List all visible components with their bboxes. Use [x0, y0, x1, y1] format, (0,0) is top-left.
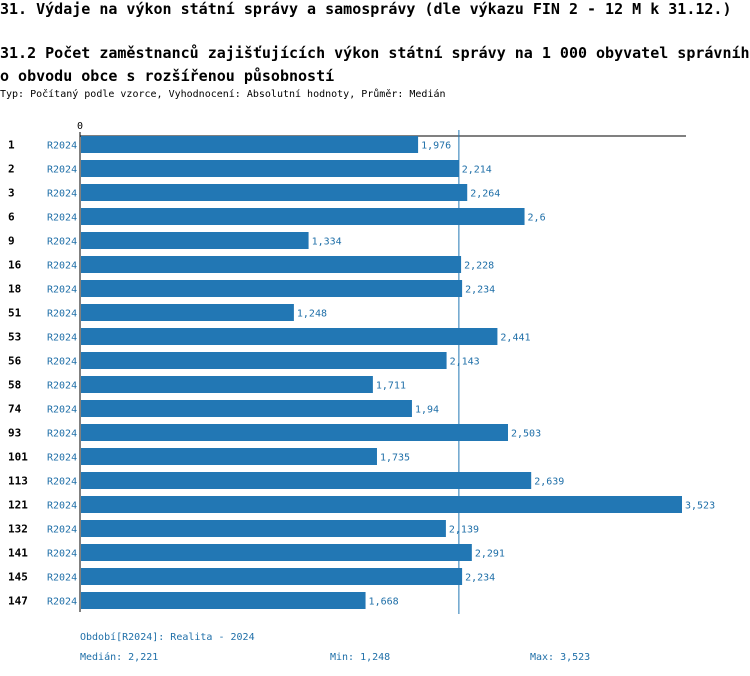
- value-label: 1,334: [312, 237, 342, 248]
- period-label: R2024: [47, 333, 77, 344]
- bar: [81, 136, 419, 153]
- period-label: R2024: [47, 237, 77, 248]
- value-label: 1,711: [376, 381, 406, 392]
- axis-zero-label: 0: [77, 121, 83, 132]
- chart-title: 31.2 Počet zaměstnanců zajišťujících výk…: [0, 44, 750, 85]
- period-label: R2024: [47, 141, 77, 152]
- value-label: 2,264: [470, 189, 500, 200]
- period-label: R2024: [47, 477, 77, 488]
- category-label: 101: [8, 451, 28, 464]
- page-title: 31. Výdaje na výkon státní správy a samo…: [0, 0, 732, 18]
- period-label: R2024: [47, 165, 77, 176]
- period-label: R2024: [47, 357, 77, 368]
- bar: [81, 280, 463, 297]
- value-label: 2,143: [450, 357, 480, 368]
- value-label: 2,228: [464, 261, 494, 272]
- period-label: R2024: [47, 525, 77, 536]
- period-label: R2024: [47, 261, 77, 272]
- category-label: 93: [8, 427, 21, 440]
- bar: [81, 328, 498, 345]
- category-label: 6: [8, 211, 15, 224]
- period-label: R2024: [47, 213, 77, 224]
- period-legend: Období[R2024]: Realita - 2024: [80, 632, 255, 643]
- category-label: 141: [8, 547, 28, 560]
- bar: [81, 352, 447, 369]
- value-label: 2,234: [465, 573, 495, 584]
- period-label: R2024: [47, 453, 77, 464]
- period-label: R2024: [47, 501, 77, 512]
- value-label: 2,639: [534, 477, 564, 488]
- median-stat: Medián: 2,221: [80, 652, 159, 663]
- category-label: 58: [8, 379, 21, 392]
- value-label: 2,6: [528, 213, 546, 224]
- category-label: 147: [8, 595, 28, 608]
- value-label: 3,523: [685, 501, 715, 512]
- category-label: 121: [8, 499, 28, 512]
- min-stat: Min: 1,248: [330, 652, 391, 663]
- period-label: R2024: [47, 573, 77, 584]
- bar: [81, 544, 472, 561]
- period-label: R2024: [47, 309, 77, 320]
- value-label: 2,441: [500, 333, 530, 344]
- category-label: 53: [8, 331, 21, 344]
- max-stat: Max: 3,523: [530, 652, 591, 663]
- category-label: 2: [8, 163, 15, 176]
- bar: [81, 496, 682, 513]
- bar: [81, 424, 508, 441]
- value-label: 2,503: [511, 429, 541, 440]
- category-label: 9: [8, 235, 15, 248]
- bar: [81, 232, 309, 249]
- category-label: 145: [8, 571, 28, 584]
- category-label: 132: [8, 523, 28, 536]
- bar: [81, 448, 377, 465]
- value-label: 1,668: [369, 597, 399, 608]
- period-label: R2024: [47, 549, 77, 560]
- value-label: 1,248: [297, 309, 327, 320]
- period-label: R2024: [47, 429, 77, 440]
- category-label: 1: [8, 139, 15, 152]
- value-label: 1,735: [380, 453, 410, 464]
- bar: [81, 376, 373, 393]
- category-label: 51: [8, 307, 22, 320]
- value-label: 2,214: [462, 165, 492, 176]
- bar: [81, 160, 459, 177]
- bar: [81, 256, 462, 273]
- period-label: R2024: [47, 405, 77, 416]
- bar: [81, 208, 525, 225]
- period-label: R2024: [47, 597, 77, 608]
- category-label: 56: [8, 355, 22, 368]
- category-label: 113: [8, 475, 28, 488]
- bar: [81, 520, 446, 537]
- value-label: 1,976: [421, 141, 451, 152]
- bar: [81, 472, 532, 489]
- value-label: 2,139: [449, 525, 479, 536]
- bar: [81, 592, 366, 609]
- bar: [81, 568, 463, 585]
- bar: [81, 184, 468, 201]
- chart-meta: Typ: Počítaný podle vzorce, Vyhodnocení:…: [0, 89, 446, 100]
- value-label: 1,94: [415, 405, 439, 416]
- period-label: R2024: [47, 285, 77, 296]
- value-label: 2,291: [475, 549, 505, 560]
- category-label: 16: [8, 259, 22, 272]
- category-label: 18: [8, 283, 21, 296]
- bar: [81, 400, 412, 417]
- period-label: R2024: [47, 381, 77, 392]
- value-label: 2,234: [465, 285, 495, 296]
- category-label: 3: [8, 187, 15, 200]
- period-label: R2024: [47, 189, 77, 200]
- bar: [81, 304, 294, 321]
- category-label: 74: [8, 403, 22, 416]
